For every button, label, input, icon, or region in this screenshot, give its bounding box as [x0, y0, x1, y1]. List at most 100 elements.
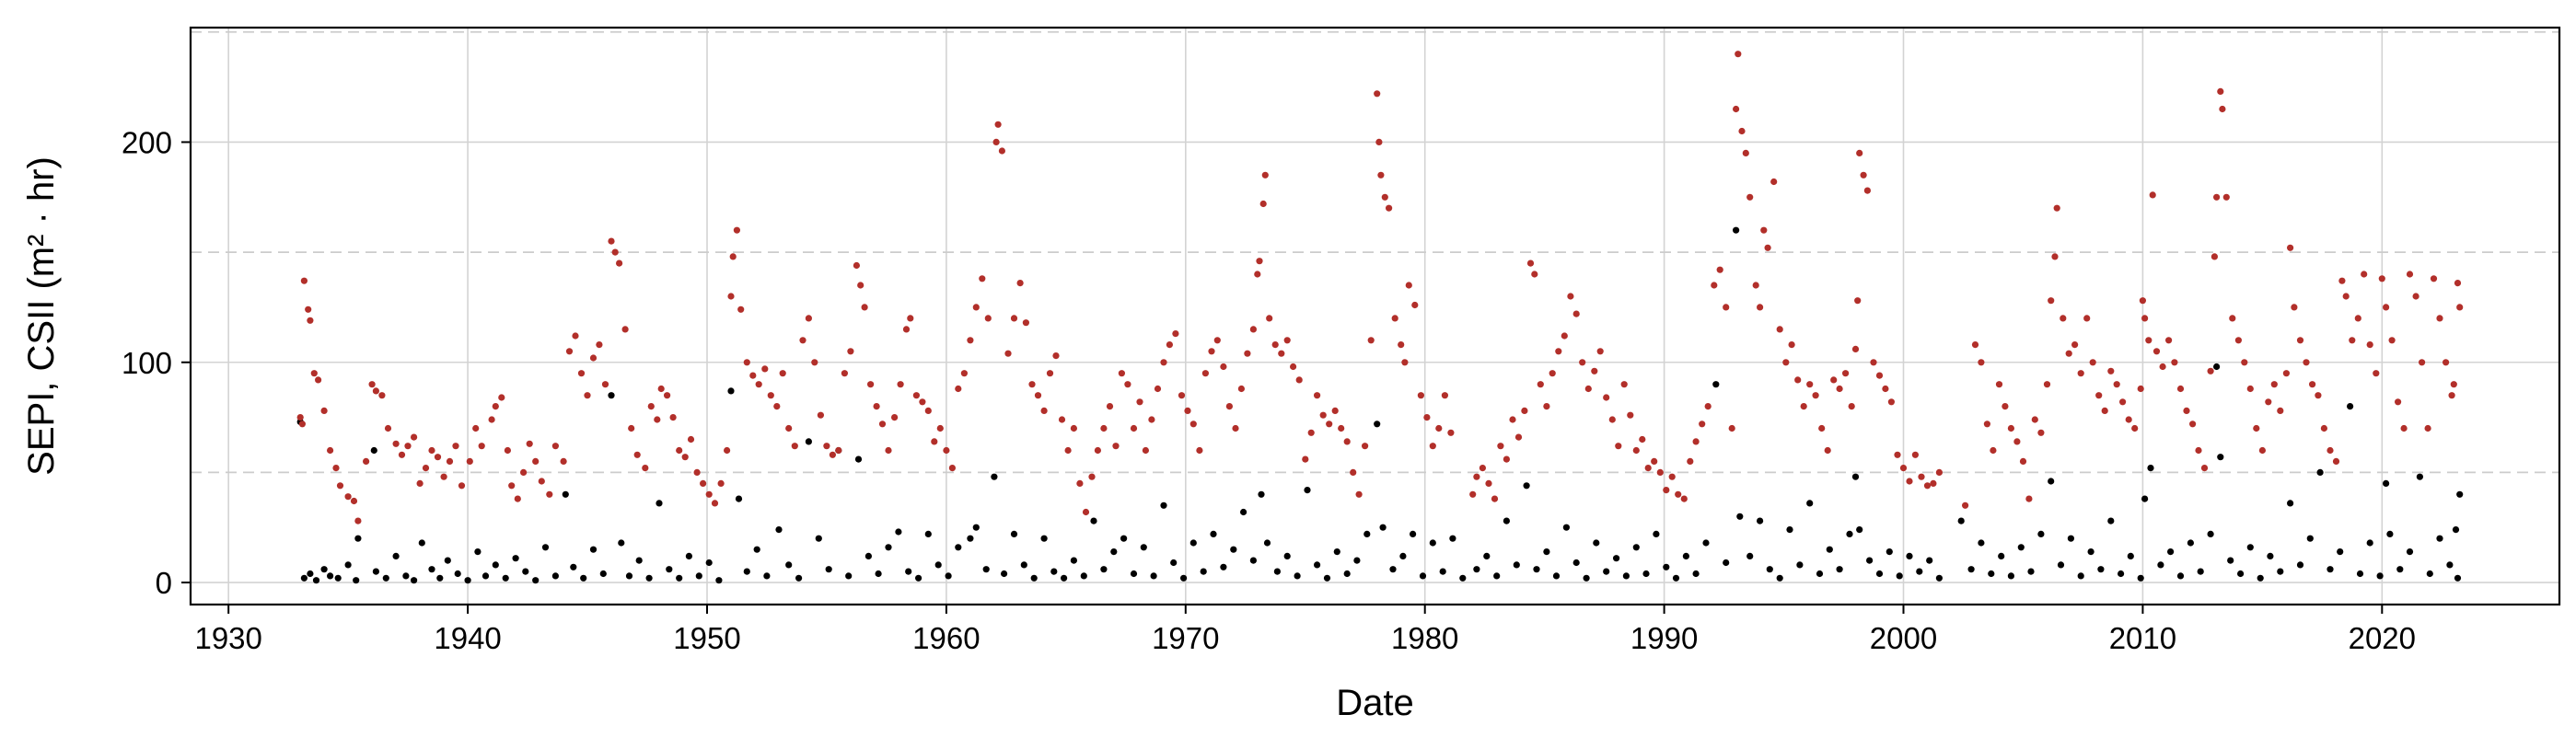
x-axis-label: Date: [1336, 683, 1414, 723]
sepi-point: [1154, 385, 1162, 393]
sepi-point: [2456, 304, 2464, 311]
csii-point: [2246, 544, 2254, 551]
csii-point: [815, 535, 822, 542]
sepi-point: [873, 403, 880, 410]
csii-point: [875, 570, 882, 578]
sepi-point: [538, 478, 545, 485]
sepi-point: [2430, 275, 2438, 282]
sepi-point: [1249, 326, 1257, 333]
sepi-point: [1259, 200, 1267, 208]
sepi-point: [743, 359, 750, 366]
sepi-point: [2048, 297, 2055, 305]
csii-point: [589, 546, 598, 553]
csii-point: [1723, 559, 1730, 567]
sepi-point: [992, 138, 1000, 145]
sepi-point: [984, 315, 992, 322]
csii-point: [1786, 526, 1793, 534]
csii-point: [1061, 574, 1068, 582]
sepi-point: [1757, 304, 1764, 311]
sepi-point: [1728, 424, 1735, 432]
csii-point: [695, 572, 702, 580]
csii-point: [428, 566, 435, 573]
sepi-point: [1213, 337, 1221, 344]
sepi-point: [1377, 171, 1385, 179]
sepi-point: [2436, 315, 2443, 322]
sepi-point: [1417, 392, 1424, 399]
sepi-point: [2137, 385, 2144, 393]
csii-point: [411, 577, 418, 584]
csii-point: [482, 572, 490, 580]
sepi-point: [1760, 226, 1768, 234]
csii-point: [2097, 566, 2105, 573]
sepi-point: [1290, 363, 1297, 371]
sepi-point: [560, 457, 567, 465]
sepi-point: [2309, 381, 2316, 388]
sepi-point: [1668, 473, 1676, 480]
sepi-point: [589, 354, 598, 362]
sepi-point: [1830, 376, 1838, 384]
sepi-point: [551, 443, 560, 450]
csii-point: [2383, 479, 2390, 488]
sepi-point: [2176, 385, 2185, 393]
csii-point: [1410, 530, 1417, 538]
csii-point: [2327, 566, 2334, 573]
sepi-point: [1770, 178, 1778, 186]
sepi-point: [1526, 259, 1535, 267]
sepi-point: [1656, 468, 1664, 476]
csii-point: [320, 566, 328, 573]
csii-point: [1180, 574, 1188, 582]
sepi-point: [2152, 348, 2161, 355]
sepi-point: [611, 248, 619, 256]
sepi-point: [2195, 446, 2202, 455]
sepi-point: [2342, 293, 2350, 300]
csii-point: [1439, 568, 1446, 575]
sepi-point: [305, 305, 312, 313]
csii-point: [1906, 552, 1913, 560]
sepi-point: [2222, 193, 2230, 201]
x-tick-label: 1940: [434, 621, 501, 655]
sepi-point: [307, 317, 314, 324]
sepi-point: [773, 403, 781, 410]
sepi-point: [2253, 424, 2260, 432]
sepi-point: [1411, 301, 1419, 309]
csii-point: [1273, 568, 1281, 575]
sepi-point: [2002, 403, 2009, 410]
csii-point: [1978, 539, 1985, 547]
csii-point: [1150, 572, 1157, 580]
csii-point: [1967, 566, 1975, 573]
csii-point: [1613, 555, 1620, 562]
grid: [191, 28, 2559, 605]
csii-point: [1796, 561, 1804, 569]
csii-point: [1050, 568, 1058, 575]
sepi-point: [767, 392, 774, 399]
sepi-point: [601, 381, 609, 388]
csii-point: [982, 566, 990, 573]
sepi-point: [1220, 363, 1227, 371]
sepi-point: [514, 495, 521, 502]
sepi-point: [1225, 403, 1233, 410]
sepi-point: [1918, 473, 1925, 480]
y-tick-label: 0: [156, 566, 172, 600]
sepi-point: [1178, 392, 1186, 399]
sepi-point: [1040, 407, 1048, 414]
sepi-point: [315, 376, 322, 384]
sepi-point: [878, 421, 887, 428]
csii-point: [2454, 574, 2462, 582]
csii-point: [2167, 548, 2175, 556]
csii-point: [2087, 548, 2094, 556]
sepi-point: [1362, 443, 1369, 450]
csii-point: [1632, 544, 1640, 551]
sepi-point: [1052, 352, 1060, 360]
sepi-point: [1136, 398, 1143, 406]
csii-point: [1503, 517, 1510, 524]
csii-point: [2396, 566, 2404, 573]
sepi-point: [1608, 416, 1616, 423]
sepi-point: [336, 482, 344, 490]
csii-point: [1343, 570, 1351, 578]
sepi-point: [1620, 381, 1628, 388]
sepi-point: [310, 370, 318, 377]
sepi-point: [1160, 359, 1167, 366]
sepi-point: [861, 304, 868, 311]
sepi-point: [372, 387, 379, 395]
sepi-point: [1848, 403, 1855, 410]
